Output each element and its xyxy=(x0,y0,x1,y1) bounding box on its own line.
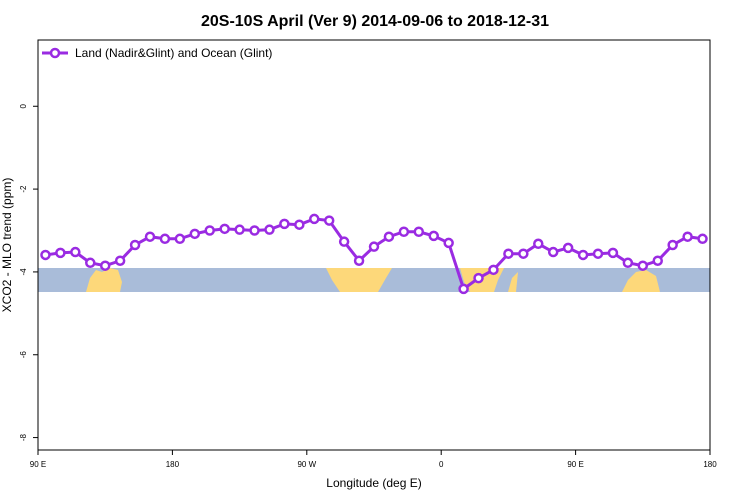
x-tick-label: 180 xyxy=(703,460,717,469)
data-point xyxy=(338,236,350,247)
y-tick-label: 0 xyxy=(19,103,28,108)
x-tick-label: 90 E xyxy=(30,460,46,469)
data-point xyxy=(99,260,111,271)
data-point xyxy=(637,260,649,271)
data-point xyxy=(159,233,171,245)
data-point xyxy=(55,247,66,259)
data-point xyxy=(652,255,663,266)
data-point xyxy=(443,237,454,249)
data-point xyxy=(458,283,469,295)
data-point xyxy=(323,215,335,226)
data-point xyxy=(294,219,305,230)
data-point xyxy=(488,264,499,276)
data-point xyxy=(622,257,634,269)
plot-frame xyxy=(37,39,711,451)
x-tick-label: 180 xyxy=(166,460,180,469)
data-point xyxy=(279,218,290,230)
data-point xyxy=(309,213,320,225)
y-axis-label: XCO2 - MLO trend (ppm) xyxy=(0,178,14,313)
data-point xyxy=(264,224,275,235)
x-tick-label: 0 xyxy=(439,460,444,469)
y-tick-label: -8 xyxy=(19,433,28,441)
data-point xyxy=(533,238,544,250)
data-point xyxy=(413,226,425,237)
data-point xyxy=(503,248,514,259)
data-point xyxy=(85,257,96,269)
data-point xyxy=(129,239,141,251)
data-point xyxy=(70,246,81,258)
legend-label: Land (Nadir&Glint) and Ocean (Glint) xyxy=(75,46,272,60)
data-point xyxy=(204,225,215,236)
data-point xyxy=(368,241,380,252)
data-point xyxy=(697,233,708,245)
data-point xyxy=(518,248,529,259)
data-point xyxy=(682,231,693,242)
y-tick-label: -6 xyxy=(19,351,28,359)
data-point xyxy=(234,224,245,235)
data-point xyxy=(174,233,186,245)
legend-marker xyxy=(49,47,61,59)
land-ocean-strip xyxy=(38,268,710,292)
data-point xyxy=(219,223,230,235)
data-point xyxy=(398,226,410,237)
data-point xyxy=(473,272,484,284)
x-tick-label: 90 E xyxy=(567,460,583,469)
data-point xyxy=(667,239,678,251)
data-point xyxy=(547,246,559,258)
y-tick-label: -4 xyxy=(19,268,28,276)
data-point xyxy=(577,249,589,261)
data-point xyxy=(562,242,574,254)
data-point xyxy=(592,248,604,259)
data-point xyxy=(353,255,365,266)
x-tick-label: 90 W xyxy=(297,460,316,469)
data-point xyxy=(607,247,619,259)
x-axis-label: Longitude (deg E) xyxy=(326,476,421,490)
data-point xyxy=(428,230,439,242)
data-point xyxy=(114,255,126,266)
data-point xyxy=(249,225,260,236)
data-point xyxy=(189,228,201,240)
data-point xyxy=(144,231,156,242)
data-point xyxy=(383,231,395,242)
y-tick-label: -2 xyxy=(19,185,28,193)
data-point xyxy=(40,249,51,261)
chart-title: 20S-10S April (Ver 9) 2014-09-06 to 2018… xyxy=(201,13,549,30)
